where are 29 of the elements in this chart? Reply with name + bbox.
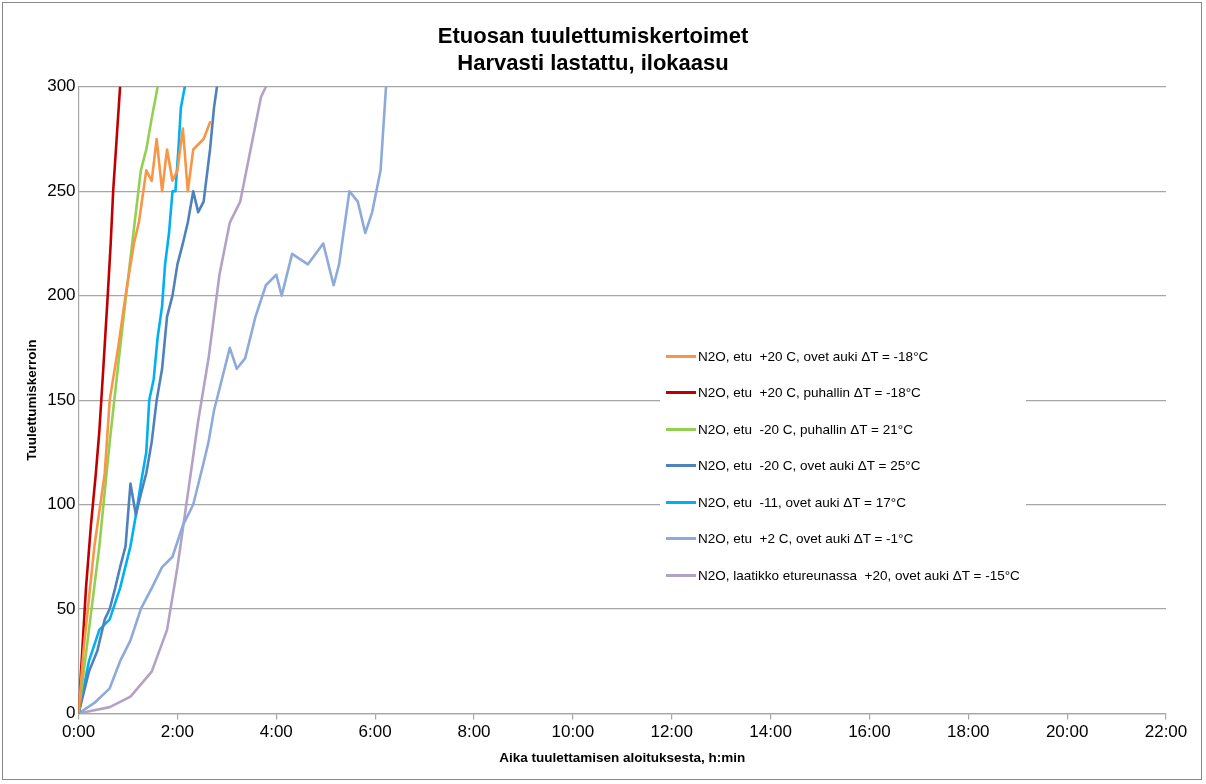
legend-label: N2O, etu +20 C, puhallin ΔT = -18°C	[698, 385, 921, 401]
y-tick-label: 300	[47, 76, 76, 96]
y-tick-label: 100	[47, 494, 76, 514]
y-tick-label: 150	[47, 389, 76, 409]
x-tick-label: 22:00	[1144, 722, 1188, 742]
legend-label: N2O, etu +20 C, ovet auki ΔT = -18°C	[698, 348, 929, 364]
y-tick-label: 200	[47, 285, 76, 305]
x-tick-label: 16:00	[848, 722, 891, 742]
x-axis-title: Aika tuulettamisen aloituksesta, h:min	[499, 749, 746, 765]
legend-label: N2O, etu -11, ovet auki ΔT = 17°C	[698, 494, 906, 510]
chart-title: Etuosan tuulettumiskertoimet Harvasti lastattu, ilokaasu	[437, 23, 749, 75]
y-tick-label: 0	[66, 703, 76, 723]
x-tick-label: 10:00	[551, 722, 595, 742]
x-tick-label: 6:00	[358, 722, 392, 742]
legend-label: N2O, etu -20 C, puhallin ΔT = 21°C	[698, 421, 913, 437]
y-tick-label: 250	[47, 180, 76, 200]
y-axis-title: Tuulettumiskerroin	[23, 339, 39, 461]
legend-label: N2O, etu +2 C, ovet auki ΔT = -1°C	[698, 531, 914, 547]
x-tick-label: 20:00	[1045, 722, 1089, 742]
legend-label: N2O, etu -20 C, ovet auki ΔT = 25°C	[698, 458, 921, 474]
x-tick-label: 0:00	[62, 722, 96, 742]
x-tick-label: 18:00	[947, 722, 990, 742]
x-tick-label: 4:00	[259, 722, 293, 742]
legend-label: N2O, laatikko etureunassa +20, ovet auki ΔT = -15°C	[698, 567, 1020, 583]
x-tick-label: 12:00	[650, 722, 693, 742]
x-tick-label: 8:00	[457, 722, 491, 742]
x-tick-label: 2:00	[160, 722, 194, 742]
y-tick-label: 50	[56, 598, 76, 618]
x-tick-label: 14:00	[749, 722, 792, 742]
